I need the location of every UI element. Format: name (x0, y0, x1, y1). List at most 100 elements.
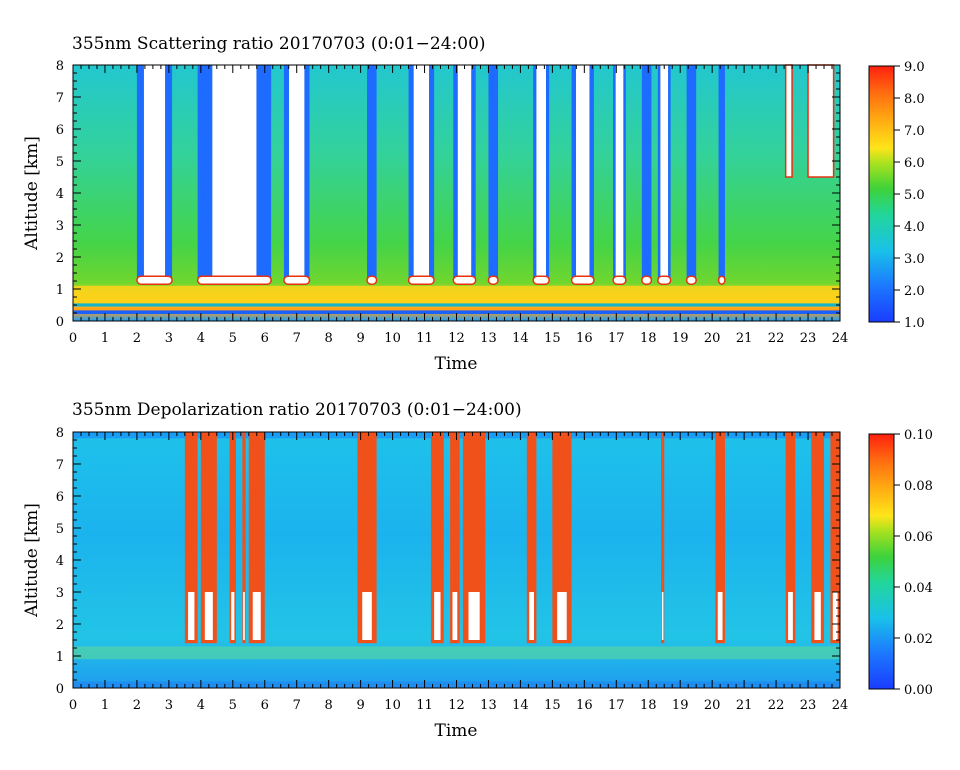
low-cloud-patch (196, 275, 272, 285)
colorbar-tick-label: 8.0 (904, 92, 925, 107)
y-tick-label: 4 (56, 554, 64, 569)
depol-column-core (362, 592, 372, 640)
depol-column (552, 432, 572, 644)
depol-column-core (243, 592, 245, 640)
colorbar-tick-label: 0.02 (904, 632, 933, 647)
x-tick-label: 6 (261, 698, 269, 713)
x-tick-label: 12 (448, 331, 465, 346)
depol-column (184, 432, 198, 644)
y-tick-label: 0 (56, 682, 64, 697)
cloud-column (488, 65, 499, 278)
depol-column (661, 432, 665, 644)
y-tick-label: 4 (56, 187, 64, 202)
low-cloud-patch (532, 275, 550, 285)
surface-band (73, 310, 840, 314)
cloud-core (536, 65, 546, 277)
low-cloud-patch (612, 275, 627, 285)
x-tick-label: 4 (197, 331, 205, 346)
x-tick-label: 9 (356, 331, 364, 346)
low-cloud-patch (407, 275, 435, 285)
cloud-column (686, 65, 697, 278)
colorbar-tick-label: 4.0 (904, 220, 925, 235)
x-tick-label: 11 (416, 331, 433, 346)
x-tick-label: 23 (800, 331, 817, 346)
depol-column-core (468, 592, 480, 640)
x-tick-label: 21 (736, 698, 753, 713)
colorbar-tick-label: 0.10 (904, 428, 933, 443)
x-tick-label: 22 (768, 698, 785, 713)
x-tick-label: 24 (832, 331, 849, 346)
x-tick-label: 13 (480, 698, 497, 713)
low-cloud-patch (452, 275, 477, 285)
scattering-y-ticks: 0 1 2 3 4 5 6 7 8 (56, 59, 840, 330)
scattering-ylabel: Altitude [km] (22, 136, 42, 251)
depol-column-core (452, 592, 458, 640)
depol-column (248, 432, 265, 644)
colorbar-tick-label: 7.0 (904, 124, 925, 139)
depolarization-xlabel: Time (435, 721, 478, 741)
x-tick-label: 24 (832, 698, 849, 713)
x-tick-label: 5 (229, 698, 237, 713)
cloud-core (212, 65, 257, 277)
low-cloud-patch (136, 275, 173, 285)
depolarization-colorbar (868, 433, 895, 690)
x-tick-label: 7 (293, 698, 301, 713)
aerosol-layer (73, 646, 840, 660)
y-tick-label: 3 (56, 219, 64, 234)
x-tick-label: 8 (325, 331, 333, 346)
scattering-colorbar-ticks: 1.0 2.0 3.0 4.0 5.0 6.0 7.0 8.0 9.0 (894, 60, 925, 331)
scattering-colorbar (868, 65, 895, 323)
x-tick-label: 15 (544, 331, 561, 346)
colorbar-tick-label: 6.0 (904, 156, 925, 171)
depol-column-core (717, 592, 723, 640)
y-tick-label: 7 (56, 458, 64, 473)
scattering-x-ticks: 0 1 2 3 4 5 6 7 8 9 10 11 12 13 14 15 16 17 18 19 20 21 22 23 24 (69, 65, 848, 346)
depolarization-ylabel: Altitude [km] (22, 503, 42, 618)
depol-column-core (832, 592, 838, 640)
colorbar-tick-label: 1.0 (904, 316, 925, 331)
x-tick-label: 18 (640, 698, 657, 713)
x-tick-label: 1 (101, 698, 109, 713)
cloud-core (289, 65, 305, 277)
depol-column-core (188, 592, 195, 640)
depol-column (715, 432, 725, 644)
x-tick-label: 21 (736, 331, 753, 346)
x-tick-label: 3 (165, 331, 173, 346)
depolarization-y-ticks: 0 1 2 3 4 5 6 7 8 (56, 426, 840, 697)
y-tick-label: 1 (56, 283, 64, 298)
y-tick-label: 5 (56, 522, 64, 537)
y-tick-label: 0 (56, 315, 64, 330)
depol-column (462, 432, 486, 644)
depolarization-colorbar-ticks: 0.00 0.02 0.04 0.06 0.08 0.10 (894, 428, 933, 698)
x-tick-label: 17 (608, 331, 625, 346)
high-cloud-patch (807, 64, 835, 178)
depol-column-core (788, 592, 793, 640)
x-tick-label: 3 (165, 698, 173, 713)
colorbar-tick-label: 5.0 (904, 188, 925, 203)
low-cloud-patch (487, 275, 499, 285)
y-tick-label: 8 (56, 59, 64, 74)
x-tick-label: 22 (768, 331, 785, 346)
low-cloud-patch (366, 275, 378, 285)
colorbar-tick-label: 9.0 (904, 60, 925, 75)
depol-column-core (204, 592, 213, 640)
cloud-core (660, 65, 669, 277)
depol-column (811, 432, 825, 644)
x-tick-label: 0 (69, 331, 77, 346)
x-tick-label: 8 (325, 698, 333, 713)
boundary-layer-band (73, 285, 840, 304)
x-tick-label: 17 (608, 698, 625, 713)
colorbar-tick-label: 0.06 (904, 530, 933, 545)
x-tick-label: 19 (672, 698, 689, 713)
depol-column-core (661, 592, 664, 640)
cloud-column (641, 65, 652, 278)
cloud-column (367, 65, 377, 278)
depol-column (200, 432, 217, 644)
x-tick-label: 14 (512, 698, 529, 713)
cloud-core (413, 65, 430, 277)
x-tick-label: 2 (133, 331, 141, 346)
scattering-heatmap (73, 64, 840, 321)
y-tick-label: 7 (56, 91, 64, 106)
y-tick-label: 5 (56, 155, 64, 170)
